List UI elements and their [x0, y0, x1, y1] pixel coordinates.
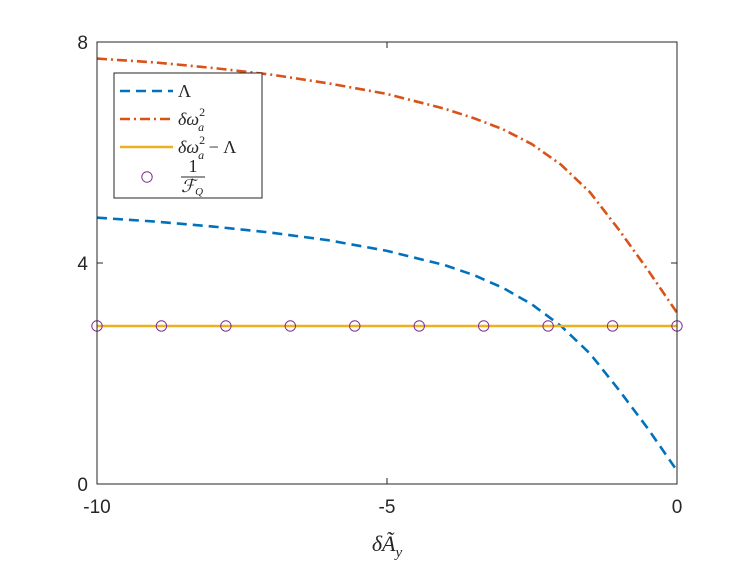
series-fq-marker [220, 320, 232, 332]
legend-label-fq-den: ℱQ [181, 176, 203, 198]
legend-marker-fq [141, 171, 153, 183]
legend-label-dw2: δω2 a [178, 105, 205, 134]
series-fq-marker [349, 320, 361, 332]
y-tick-label: 8 [77, 33, 88, 54]
series-fq-marker [542, 320, 554, 332]
axes: -10 -5 0 0 4 8 [77, 33, 682, 518]
x-axis-label-sub: y [394, 545, 403, 561]
x-tick-label: 0 [672, 497, 683, 518]
series-fq-marker [477, 320, 490, 332]
series-layer [91, 57, 683, 472]
series-lambda-line [96, 216, 679, 472]
x-axis-label: δÃy [372, 531, 403, 561]
y-tick-label: 0 [77, 475, 88, 496]
x-tick-label: -10 [83, 497, 110, 518]
series-dw2-line [96, 57, 679, 314]
x-axis-label-main: δÃ [372, 531, 396, 556]
series-fq-marker [155, 320, 168, 332]
legend-label-fq-num: 1 [189, 156, 198, 176]
y-tick-label: 4 [77, 254, 88, 275]
legend-label-lambda: Λ [178, 81, 191, 101]
series-fq-marker [413, 320, 425, 332]
legend-label-diff: δω2 a − Λ [178, 133, 236, 162]
series-fq-marker [606, 320, 619, 332]
x-tick-label: -5 [379, 497, 396, 518]
series-fq-marker [284, 320, 297, 332]
